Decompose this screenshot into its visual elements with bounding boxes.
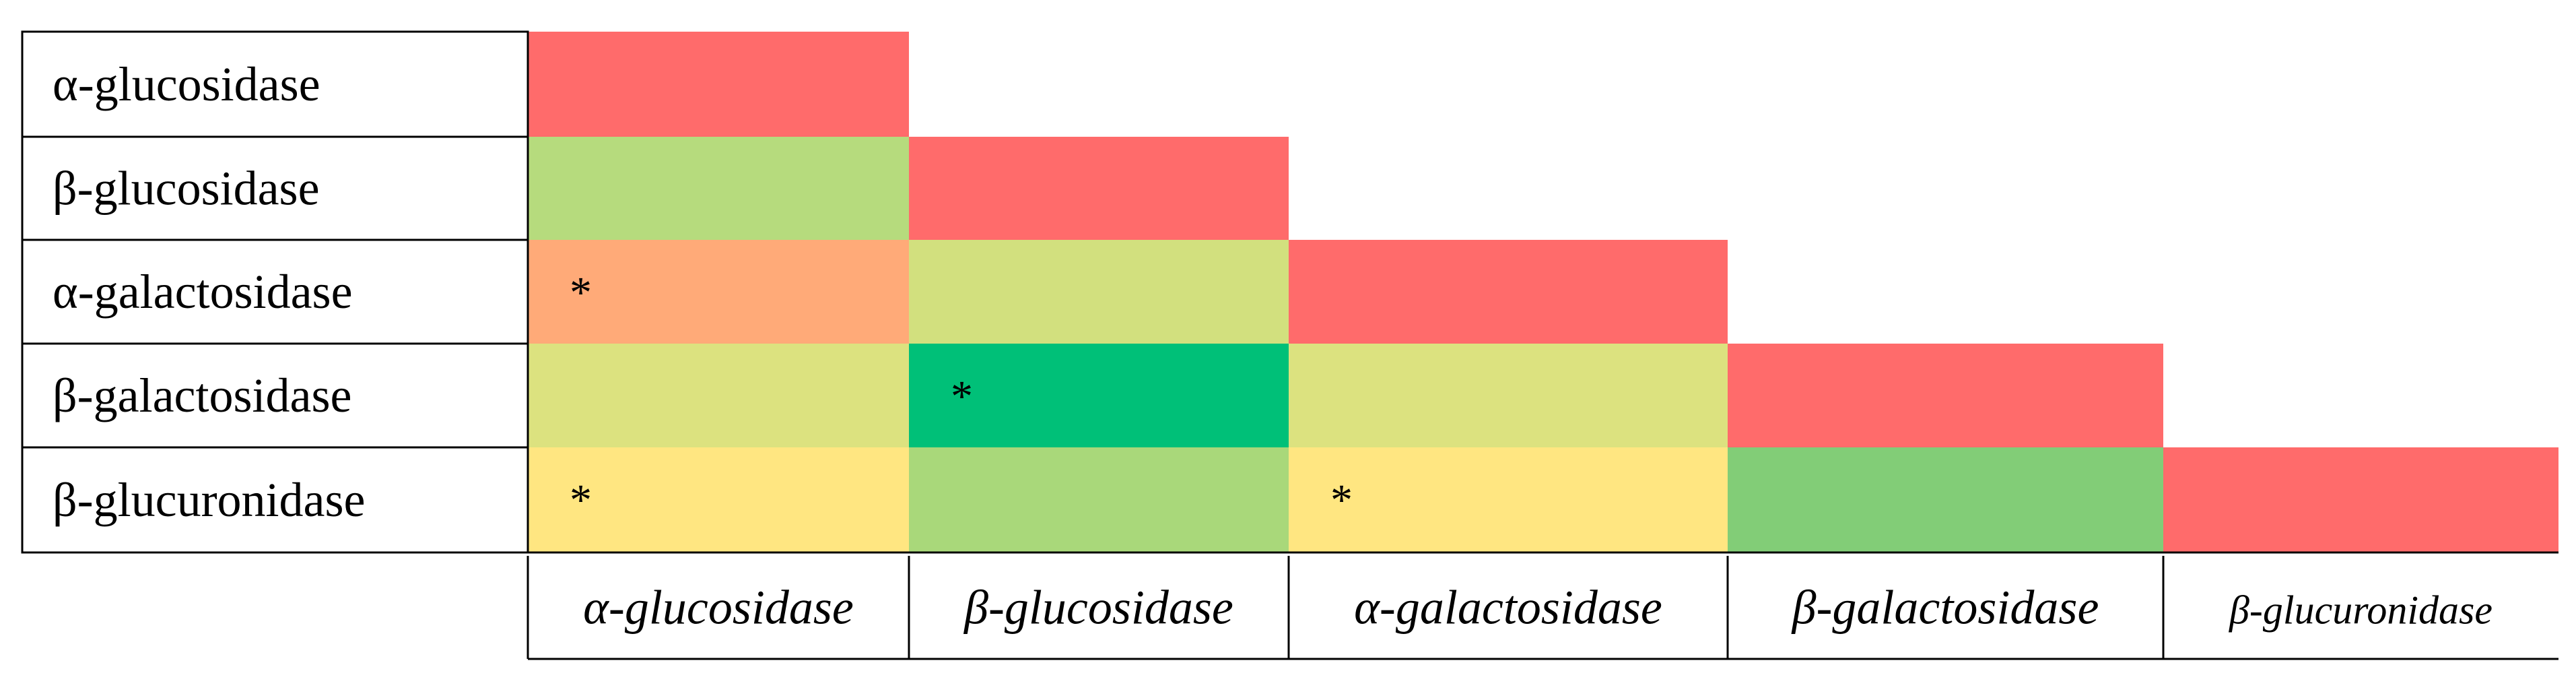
heatmap-cell xyxy=(909,344,1289,447)
heatmap-cell xyxy=(909,240,1289,344)
row-label: α-galactosidase xyxy=(53,265,353,319)
heatmap-cell xyxy=(1289,240,1728,344)
row-label: α-glucosidase xyxy=(53,57,320,111)
heatmap-cell xyxy=(1728,344,2163,447)
row-label: β-glucosidase xyxy=(53,162,320,216)
significance-marker: * xyxy=(570,476,592,525)
heatmap-cell xyxy=(2163,447,2558,552)
heatmap-cell xyxy=(528,344,909,447)
heatmap-cell xyxy=(528,447,909,552)
heatmap-cell xyxy=(909,137,1289,240)
column-label: β-glucosidase xyxy=(963,581,1233,635)
significance-marker: * xyxy=(1330,476,1353,525)
column-label: α-glucosidase xyxy=(583,581,854,635)
column-label: β-galactosidase xyxy=(1791,581,2099,635)
column-label: β-glucuronidase xyxy=(2229,588,2493,633)
column-label: α-galactosidase xyxy=(1354,581,1662,635)
heatmap-cell xyxy=(909,447,1289,552)
significance-marker: * xyxy=(570,268,592,317)
heatmap-cell xyxy=(1289,344,1728,447)
heatmap-cell xyxy=(1289,447,1728,552)
row-label: β-glucuronidase xyxy=(53,473,365,527)
significance-marker: * xyxy=(951,372,973,421)
row-label: β-galactosidase xyxy=(53,369,351,422)
heatmap-cell xyxy=(528,240,909,344)
heatmap-cell xyxy=(528,137,909,240)
heatmap-cell xyxy=(528,32,909,137)
heatmap-cell xyxy=(1728,447,2163,552)
